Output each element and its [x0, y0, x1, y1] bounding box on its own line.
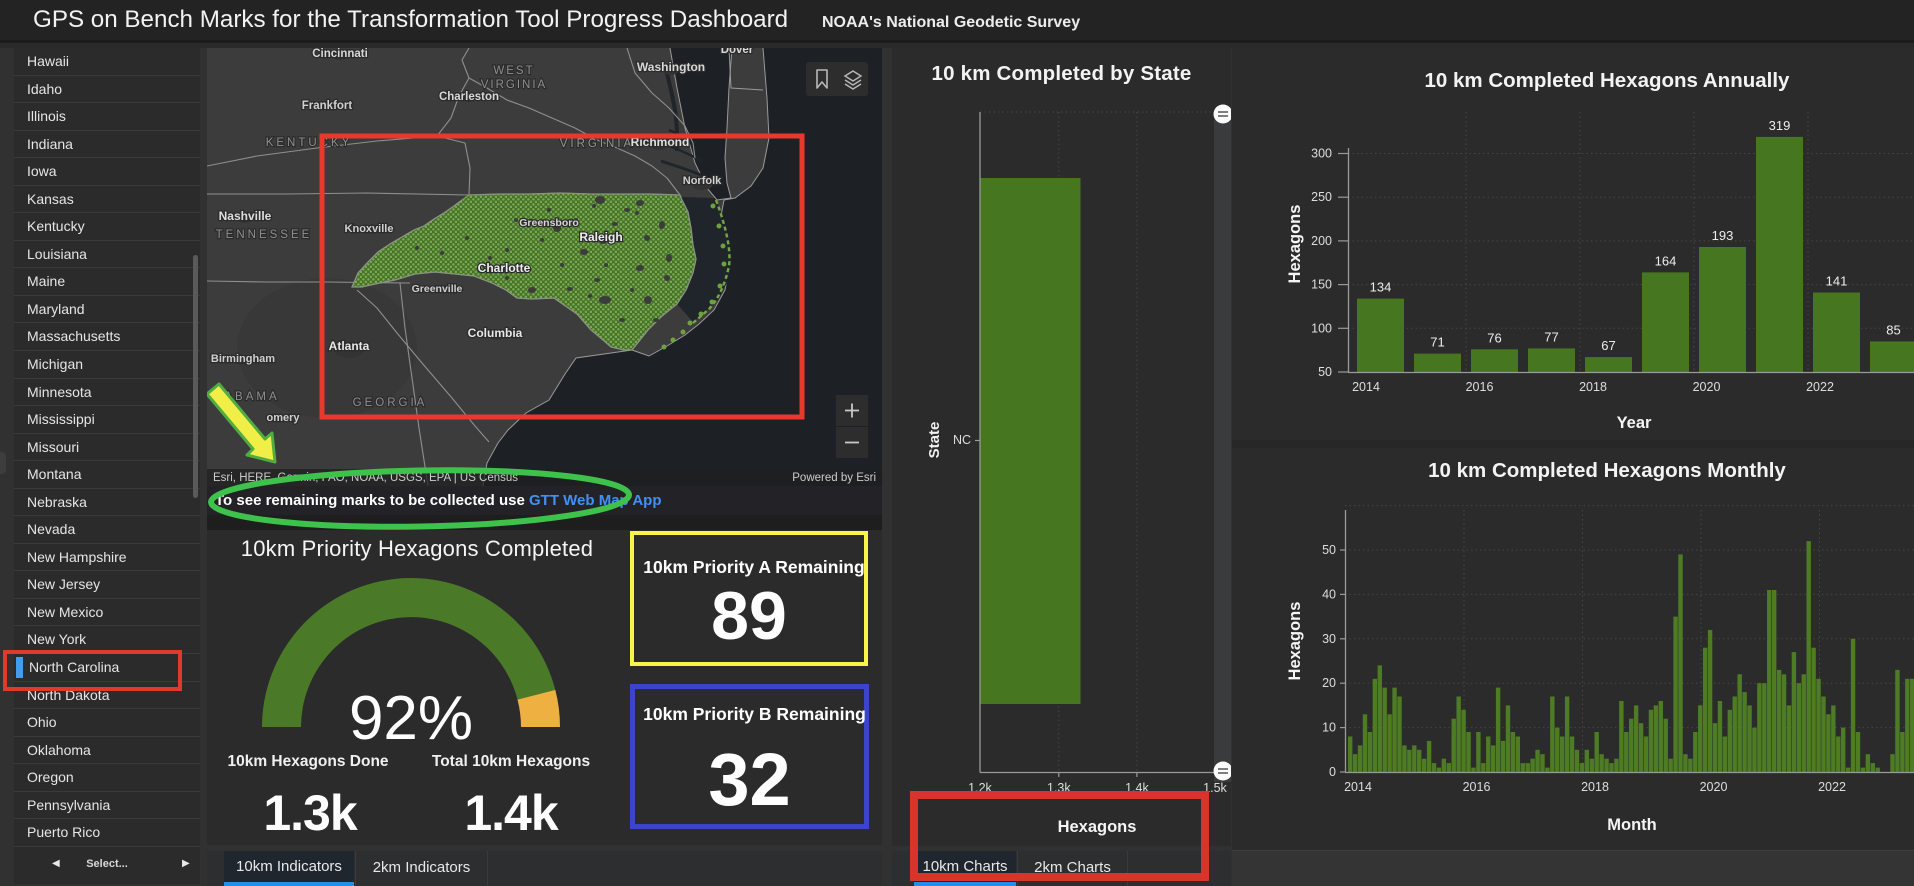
svg-text:omery: omery [266, 412, 300, 424]
svg-text:150: 150 [1311, 278, 1332, 292]
svg-text:1.5k: 1.5k [1203, 781, 1227, 795]
svg-text:Greensboro: Greensboro [519, 217, 579, 229]
svg-text:Cincinnati: Cincinnati [312, 48, 368, 60]
svg-text:141: 141 [1826, 274, 1848, 289]
svg-text:2022: 2022 [1818, 780, 1846, 794]
svg-text:NC: NC [953, 433, 971, 447]
svg-text:Greenville: Greenville [412, 283, 463, 295]
svg-text:2020: 2020 [1693, 380, 1721, 394]
svg-text:Charlotte: Charlotte [478, 261, 531, 275]
svg-text:193: 193 [1712, 228, 1734, 243]
svg-text:Dover: Dover [721, 48, 754, 56]
svg-text:300: 300 [1311, 147, 1332, 161]
svg-text:Columbia: Columbia [468, 326, 523, 340]
svg-text:77: 77 [1544, 329, 1558, 344]
svg-text:20: 20 [1322, 676, 1336, 690]
svg-text:Washington: Washington [637, 60, 705, 74]
svg-text:76: 76 [1487, 330, 1501, 345]
svg-text:ABAMA: ABAMA [224, 391, 279, 403]
svg-text:Hexagons: Hexagons [1058, 818, 1137, 836]
svg-text:2018: 2018 [1579, 380, 1607, 394]
svg-text:50: 50 [1318, 365, 1332, 379]
svg-text:134: 134 [1370, 280, 1392, 295]
svg-text:Frankfort: Frankfort [302, 100, 353, 112]
svg-text:2016: 2016 [1463, 780, 1491, 794]
svg-text:100: 100 [1311, 321, 1332, 335]
svg-text:Hexagons: Hexagons [1286, 205, 1304, 284]
svg-text:Powered by Esri: Powered by Esri [792, 472, 876, 484]
svg-text:Birmingham: Birmingham [211, 353, 275, 365]
svg-text:2022: 2022 [1806, 380, 1834, 394]
svg-text:250: 250 [1311, 190, 1332, 204]
svg-text:319: 319 [1769, 118, 1791, 133]
svg-text:Year: Year [1617, 414, 1652, 432]
svg-text:0: 0 [1329, 765, 1336, 779]
svg-text:Norfolk: Norfolk [683, 175, 722, 187]
svg-text:TENNESSEE: TENNESSEE [216, 229, 313, 241]
svg-text:Month: Month [1607, 816, 1656, 834]
svg-text:2014: 2014 [1352, 380, 1380, 394]
svg-text:State: State [926, 422, 943, 459]
svg-text:10 km Completed Hexagons Month: 10 km Completed Hexagons Monthly [1428, 459, 1786, 482]
svg-text:30: 30 [1322, 632, 1336, 646]
svg-text:71: 71 [1430, 335, 1444, 350]
svg-text:KENTUCKY: KENTUCKY [266, 137, 353, 149]
svg-text:164: 164 [1655, 253, 1677, 268]
svg-text:VIRGINIA: VIRGINIA [560, 138, 634, 150]
svg-text:2014: 2014 [1344, 780, 1372, 794]
svg-text:40: 40 [1322, 587, 1336, 601]
svg-text:10 km Completed Hexagons Annua: 10 km Completed Hexagons Annually [1425, 69, 1791, 92]
svg-text:Raleigh: Raleigh [579, 230, 622, 244]
svg-text:GEORGIA: GEORGIA [353, 397, 428, 409]
svg-text:Charleston: Charleston [439, 91, 499, 103]
svg-text:VIRGINIA: VIRGINIA [481, 79, 547, 91]
svg-text:2018: 2018 [1581, 780, 1609, 794]
svg-text:67: 67 [1601, 338, 1615, 353]
svg-text:2020: 2020 [1700, 780, 1728, 794]
svg-text:WEST: WEST [493, 65, 534, 77]
svg-text:Atlanta: Atlanta [329, 339, 370, 353]
svg-text:2016: 2016 [1466, 380, 1494, 394]
svg-text:Hexagons: Hexagons [1286, 602, 1304, 681]
svg-text:200: 200 [1311, 234, 1332, 248]
svg-text:10: 10 [1322, 721, 1336, 735]
svg-text:50: 50 [1322, 543, 1336, 557]
svg-text:Nashville: Nashville [219, 209, 272, 223]
svg-text:Knoxville: Knoxville [345, 223, 394, 235]
svg-text:85: 85 [1886, 322, 1900, 337]
